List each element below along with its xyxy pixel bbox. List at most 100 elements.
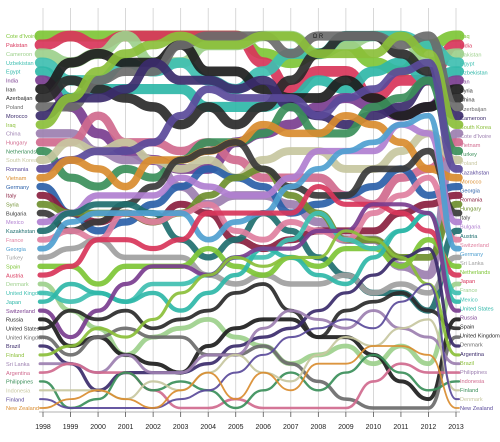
series-band-argentina: [38, 362, 461, 410]
left-label: Cote d'Ivoire: [6, 34, 37, 40]
left-label: India: [6, 78, 19, 84]
left-label: South Korea: [6, 158, 38, 164]
right-label: Indonesia: [460, 379, 485, 385]
right-label: India: [460, 43, 473, 49]
right-label: Spain: [460, 325, 474, 331]
left-label: Finland: [6, 397, 24, 403]
left-label: Italy: [6, 194, 16, 200]
right-label: South Korea: [460, 125, 492, 131]
left-label: Switzerland: [6, 309, 35, 315]
series-band-austria: [37, 184, 462, 278]
right-label: Sri Lanka: [460, 261, 485, 267]
x-tick-label-1998: 1998: [35, 424, 51, 431]
left-label: France: [6, 238, 23, 244]
series-band-romania: [36, 58, 463, 173]
series-band-new-zealand: [39, 345, 460, 409]
left-label: United Kingdom: [6, 335, 46, 341]
left-label: Austria: [6, 273, 24, 279]
series-bands: [34, 30, 465, 410]
x-tick-label-2001: 2001: [118, 424, 134, 431]
x-tick-label-2003: 2003: [173, 424, 189, 431]
x-tick-label-2012: 2012: [421, 424, 437, 431]
series-band-iraq: [35, 31, 464, 129]
right-label: Egypt: [460, 61, 475, 67]
left-label: Georgia: [6, 247, 27, 253]
right-label: Morocco: [460, 179, 481, 185]
left-label: Finland: [6, 353, 24, 359]
left-label: Bulgaria: [6, 211, 27, 217]
x-tick-label-2007: 2007: [283, 424, 299, 431]
left-label: United Kingdom: [6, 291, 46, 297]
right-label: Japan: [460, 279, 475, 285]
right-label: Georgia: [460, 188, 481, 194]
right-label: Hungary: [460, 207, 481, 213]
right-label: Philippines: [460, 370, 487, 376]
x-tick-label-2002: 2002: [145, 424, 161, 431]
left-label: Iran: [6, 87, 16, 93]
left-label: Denmark: [6, 282, 29, 288]
right-label: United States: [460, 306, 494, 312]
right-label: Mexico: [460, 297, 478, 303]
right-label: Pakistan: [460, 52, 481, 58]
right-label: Romania: [460, 198, 483, 204]
left-label: United States: [6, 326, 40, 332]
right-label: Kazakhstan: [460, 170, 489, 176]
left-label: Russia: [6, 318, 24, 324]
chart-annotation: Ω R: [313, 34, 324, 40]
x-tick-label-1999: 1999: [63, 424, 79, 431]
left-label: Vietnam: [6, 176, 27, 182]
right-label: Finland: [460, 388, 478, 394]
right-label: Iran: [460, 80, 470, 86]
left-label: Romania: [6, 167, 29, 173]
right-label: Iraq: [460, 34, 470, 40]
left-label: Spain: [6, 264, 20, 270]
left-label: Pakistan: [6, 43, 27, 49]
right-label: Netherlands: [460, 270, 490, 276]
right-label: Germany: [460, 252, 483, 258]
x-tick-label-2013: 2013: [448, 424, 464, 431]
left-labels: Cote d'Ivoire Pakistan Cameroon Uzbekistan E…: [6, 34, 46, 412]
left-label: Iraq: [6, 123, 16, 129]
x-tick-label-2004: 2004: [200, 424, 216, 431]
x-tick-label-2010: 2010: [366, 424, 382, 431]
left-label: Netherlands: [6, 149, 36, 155]
left-label: Kazakhstan: [6, 229, 35, 235]
right-label: Denmark: [460, 397, 483, 403]
series-band-morocco: [35, 58, 464, 130]
right-labels: Iraq India Pakistan Egypt Uzbekistan Iran Syri…: [460, 34, 500, 412]
series-band-turkey: [37, 236, 462, 296]
series-band-sri-lanka: [38, 309, 461, 375]
right-label: Uzbekistan: [460, 70, 488, 76]
right-label: New Zealand: [460, 406, 493, 412]
right-label: Italy: [460, 216, 470, 222]
left-label: Indonesia: [6, 388, 31, 394]
right-label: Poland: [460, 161, 477, 167]
left-label: Germany: [6, 185, 29, 191]
series-band-finland: [38, 229, 461, 357]
right-label: Cameroon: [460, 116, 486, 122]
x-tick-label-2006: 2006: [255, 424, 271, 431]
x-tick-label-2005: 2005: [228, 424, 244, 431]
right-label: United Kingdom: [460, 334, 500, 340]
left-label: Argentina: [6, 371, 31, 377]
series-band-philippines: [38, 353, 461, 410]
left-label: China: [6, 132, 22, 138]
x-axis: 1998 1999 2000 2001 2002 2003 2004 2005 2006 2007…: [35, 411, 464, 431]
left-label: New Zealand: [6, 406, 39, 412]
left-label: Sri Lanka: [6, 362, 31, 368]
series-band-spain: [37, 237, 462, 287]
left-label: Hungary: [6, 140, 27, 146]
right-label: Cote d'Ivoire: [460, 134, 491, 140]
right-label: Bulgaria: [460, 225, 481, 231]
x-tick-label-2011: 2011: [393, 424, 408, 431]
right-label: Denmark: [460, 343, 483, 349]
x-tick-label-2008: 2008: [311, 424, 327, 431]
left-label: Egypt: [6, 70, 21, 76]
left-label: Philippines: [6, 380, 33, 386]
series-band-russia: [38, 317, 461, 402]
right-label: Vietnam: [460, 143, 481, 149]
series-band-france: [37, 174, 462, 243]
right-label: Turkey: [460, 152, 477, 158]
